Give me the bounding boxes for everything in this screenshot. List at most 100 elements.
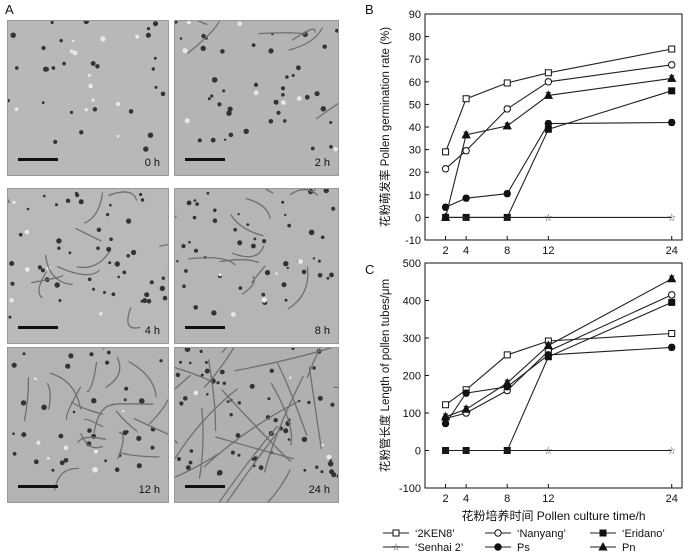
pollen-grain bbox=[8, 99, 10, 103]
data-point bbox=[442, 148, 450, 156]
series bbox=[441, 118, 676, 211]
data-point bbox=[544, 69, 552, 77]
data-point bbox=[668, 61, 676, 69]
pollen-grain bbox=[220, 49, 225, 54]
pollen-grain bbox=[106, 213, 110, 217]
pollen-grain bbox=[304, 94, 310, 100]
pollen-grain bbox=[211, 77, 218, 83]
micrograph-4h: 4 h bbox=[7, 188, 169, 344]
pollen-grain bbox=[177, 457, 181, 461]
pollen-grain bbox=[57, 246, 61, 250]
pollen-grain bbox=[312, 366, 316, 370]
series bbox=[441, 343, 676, 428]
pollen-grain bbox=[183, 396, 188, 401]
pollen-grain bbox=[213, 208, 217, 213]
pollen-grain bbox=[308, 229, 315, 236]
series: ☆☆☆☆☆ bbox=[441, 213, 676, 224]
pollen-grain bbox=[90, 61, 96, 66]
pollen-tube bbox=[159, 243, 168, 247]
pollen-grain bbox=[285, 75, 289, 79]
data-point bbox=[442, 401, 450, 409]
pollen-grain bbox=[24, 229, 30, 235]
pollen-grain bbox=[160, 91, 166, 97]
pollen-grain bbox=[50, 21, 54, 24]
pollen-grain bbox=[159, 359, 163, 363]
data-point bbox=[668, 298, 676, 306]
pollen-grain bbox=[268, 119, 274, 124]
data-point bbox=[494, 529, 502, 537]
series-line bbox=[445, 346, 672, 424]
data-point bbox=[668, 291, 676, 299]
marker-open-square bbox=[442, 401, 450, 409]
pollen-grain bbox=[193, 390, 199, 396]
pollen-tube bbox=[291, 28, 316, 41]
x-tick-label: 8 bbox=[504, 493, 510, 505]
pollen-grain bbox=[228, 132, 234, 138]
pollen-grain bbox=[280, 86, 286, 91]
data-point: ☆ bbox=[503, 213, 512, 224]
marker-open-circle bbox=[494, 529, 502, 537]
pollen-grain bbox=[100, 36, 106, 42]
pollen-grain bbox=[284, 213, 287, 217]
pollen-grain bbox=[125, 430, 129, 434]
marker-star: ☆ bbox=[503, 446, 512, 457]
scale-bar bbox=[185, 158, 225, 161]
pollen-grain bbox=[330, 402, 335, 407]
pollen-tube bbox=[187, 21, 221, 55]
pollen-tube bbox=[84, 192, 104, 224]
pollen-tube bbox=[23, 377, 30, 422]
marker-open-square bbox=[503, 79, 511, 87]
pollen-grain bbox=[323, 189, 329, 194]
pollen-grain bbox=[253, 90, 259, 96]
pollen-grain bbox=[310, 146, 315, 151]
pollen-grain bbox=[136, 463, 142, 469]
pollen-grain bbox=[329, 145, 333, 149]
pollen-tube bbox=[80, 432, 104, 449]
pollen-grain bbox=[199, 349, 203, 353]
pollen-grain bbox=[273, 418, 278, 423]
pollen-tube bbox=[115, 410, 138, 433]
pollen-grain bbox=[249, 383, 255, 389]
y-tick-label: 300 bbox=[403, 333, 421, 345]
marker-filled-circle bbox=[544, 351, 553, 359]
pollen-grain bbox=[287, 438, 291, 441]
pollen-grain bbox=[91, 398, 97, 404]
micrograph-texture bbox=[175, 189, 336, 317]
marker-filled-circle bbox=[494, 543, 502, 551]
pollen-grain bbox=[210, 94, 214, 98]
pollen-grain bbox=[69, 49, 74, 54]
pollen-grain bbox=[95, 64, 100, 69]
data-point bbox=[599, 529, 607, 537]
pollen-grain bbox=[128, 109, 134, 114]
pollen-grain bbox=[188, 460, 193, 465]
pollen-grain bbox=[34, 377, 37, 380]
pollen-grain bbox=[8, 315, 12, 319]
pollen-grain bbox=[142, 298, 148, 304]
pollen-grain bbox=[326, 276, 330, 280]
marker-star: ☆ bbox=[462, 213, 471, 224]
x-tick-label: 2 bbox=[442, 245, 448, 257]
pollen-grain bbox=[96, 227, 102, 232]
pollen-tube bbox=[175, 374, 192, 390]
pollen-grain bbox=[321, 443, 324, 447]
pollen-grain bbox=[222, 381, 226, 385]
y-tick-label: 50 bbox=[409, 99, 421, 111]
x-tick-label: 12 bbox=[542, 245, 554, 257]
pollen-grain bbox=[43, 194, 46, 198]
pollen-grain bbox=[273, 99, 279, 105]
marker-filled-triangle bbox=[502, 120, 512, 130]
pollen-grain bbox=[146, 27, 151, 31]
pollen-grain bbox=[109, 237, 113, 241]
data-point bbox=[668, 343, 676, 352]
marker-star: ☆ bbox=[667, 446, 676, 457]
scale-bar bbox=[185, 485, 225, 488]
pollen-grain bbox=[335, 28, 338, 33]
pollen-grain bbox=[317, 273, 323, 278]
data-point bbox=[668, 118, 676, 127]
pollen-tube bbox=[175, 366, 211, 382]
y-tick-label: -10 bbox=[405, 235, 421, 247]
pollen-grain bbox=[103, 291, 106, 294]
pollen-grain bbox=[329, 272, 334, 278]
marker-filled-circle bbox=[462, 389, 470, 397]
pollen-grain bbox=[329, 469, 335, 475]
